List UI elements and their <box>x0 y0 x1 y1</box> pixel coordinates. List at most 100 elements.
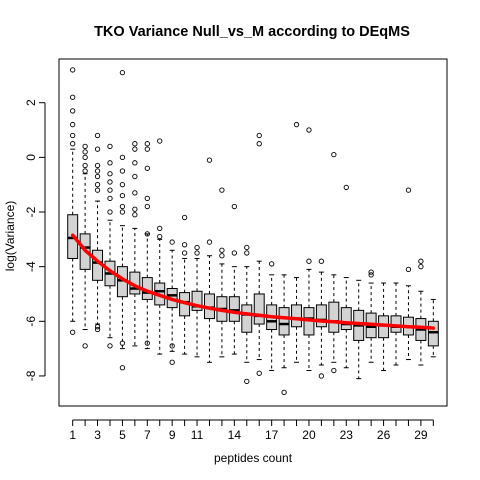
outlier-point <box>181 242 188 248</box>
outlier-point <box>219 187 225 193</box>
outlier-point <box>256 132 262 139</box>
outlier-point <box>256 141 262 147</box>
x-tick-label: 14 <box>228 428 242 442</box>
x-tick-label: 7 <box>144 428 151 442</box>
outlier-point <box>244 244 250 251</box>
outlier-point <box>94 162 101 169</box>
outlier-point <box>405 266 412 273</box>
box-body <box>291 304 302 328</box>
outlier-point <box>219 253 225 259</box>
outlier-point <box>244 250 250 256</box>
x-tick-label: 11 <box>191 428 204 442</box>
outlier-point <box>269 261 275 267</box>
x-tick-label: 20 <box>302 428 316 442</box>
outlier-point <box>82 162 88 169</box>
outlier-point <box>132 173 138 180</box>
outlier-point <box>94 326 101 333</box>
x-tick-label: 26 <box>377 428 391 442</box>
box-body <box>191 290 203 311</box>
outlier-point <box>144 146 150 152</box>
outlier-point <box>70 141 76 147</box>
outlier-point <box>144 203 150 210</box>
outlier-point <box>368 272 374 278</box>
outlier-point <box>144 141 150 147</box>
outlier-point <box>318 373 325 379</box>
outlier-point <box>331 367 337 374</box>
y-tick-label: 0 <box>24 154 38 161</box>
outlier-point <box>368 269 374 275</box>
outlier-point <box>119 203 126 210</box>
outlier-point <box>119 182 126 188</box>
outlier-point <box>70 121 76 128</box>
y-tick-label: -2 <box>24 206 38 217</box>
outlier-point <box>169 239 175 245</box>
outlier-point <box>82 168 88 174</box>
y-tick-label: -4 <box>24 261 38 272</box>
outlier-point <box>157 225 163 232</box>
chart-title: TKO Variance Null_vs_M according to DEqM… <box>94 24 410 40</box>
plot-frame <box>58 58 448 407</box>
outlier-point <box>107 195 113 201</box>
outlier-point <box>119 340 126 346</box>
outlier-point <box>418 264 424 270</box>
outlier-point <box>107 160 113 166</box>
x-tick-label: 29 <box>414 428 428 442</box>
outlier-point <box>181 214 188 221</box>
outlier-point <box>119 70 126 76</box>
outlier-point <box>94 168 101 174</box>
outlier-point <box>206 157 213 163</box>
outlier-point <box>70 132 76 139</box>
outlier-point <box>82 343 88 349</box>
outlier-point <box>144 231 150 237</box>
outlier-point <box>119 365 126 371</box>
outlier-point <box>293 121 300 128</box>
outlier-point <box>132 146 138 152</box>
x-tick-label: 5 <box>119 428 126 442</box>
outlier-point <box>144 195 150 201</box>
outlier-point <box>343 184 349 191</box>
y-tick-label: 2 <box>24 99 38 106</box>
outlier-point <box>132 212 138 218</box>
box-body <box>340 307 352 330</box>
outlier-point <box>107 143 113 150</box>
outlier-point <box>94 173 101 180</box>
outlier-point <box>132 206 138 212</box>
outlier-point <box>119 192 126 199</box>
x-tick-label: 23 <box>340 428 354 442</box>
outlier-point <box>82 149 88 155</box>
outlier-point <box>119 154 126 161</box>
outlier-point <box>94 132 101 139</box>
x-tick-label: 3 <box>94 428 101 442</box>
box-body <box>241 304 253 333</box>
y-axis-label: log(Variance) <box>3 201 17 271</box>
box-body <box>427 320 439 347</box>
outlier-point <box>306 127 312 133</box>
box-body <box>278 307 290 336</box>
outlier-point <box>107 171 113 177</box>
outlier-point <box>194 250 200 256</box>
outlier-point <box>157 233 163 240</box>
outlier-point <box>231 250 237 256</box>
x-tick-label: 17 <box>265 428 279 442</box>
outlier-point <box>107 209 113 215</box>
outlier-point <box>94 187 101 193</box>
outlier-point <box>107 187 113 193</box>
outlier-point <box>219 247 225 253</box>
outlier-point <box>132 190 138 196</box>
outlier-point <box>70 94 76 100</box>
outlier-point <box>281 389 287 395</box>
outlier-point <box>82 154 88 161</box>
outlier-point <box>119 209 126 215</box>
outlier-point <box>318 258 325 264</box>
box-body <box>253 293 265 325</box>
outlier-point <box>82 143 88 150</box>
x-tick-label: 9 <box>169 428 176 442</box>
outlier-point <box>181 250 188 256</box>
outlier-point <box>405 187 412 193</box>
outlier-point <box>132 160 138 166</box>
outlier-point <box>306 258 312 264</box>
outlier-point <box>70 329 76 335</box>
outlier-point <box>169 359 175 365</box>
y-tick-label: -6 <box>24 316 38 327</box>
